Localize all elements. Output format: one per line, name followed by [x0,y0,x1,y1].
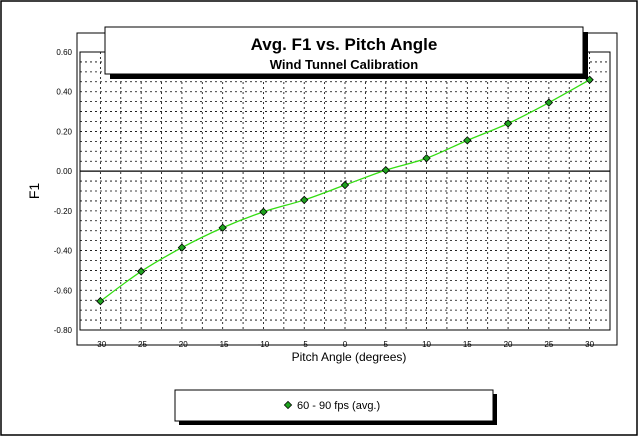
x-tick-label: -10 [258,340,270,349]
data-point-marker [136,267,146,276]
legend-entries: 60 - 90 fps (avg.) [283,400,380,412]
data-point-marker [463,136,472,145]
chart-subtitle: Wind Tunnel Calibration [270,57,418,72]
y-tick-labels: -0.80 -0.60 -0.40 -0.20 0.00 0.20 0.40 0.60 [54,48,73,335]
x-tick-label: -20 [176,340,188,349]
x-tick-label: 15 [463,340,472,349]
y-axis-label: F1 [26,183,42,200]
data-point-marker [259,207,268,217]
title-box: Avg. F1 vs. Pitch Angle Wind Tunnel Cali… [104,26,588,79]
y-tick-label: 0.40 [56,88,72,97]
y-tick-label: 0.60 [56,48,72,57]
grid [80,52,610,330]
x-tick-label: 5 [384,340,389,349]
data-point-marker [422,154,431,163]
chart-title: Avg. F1 vs. Pitch Angle [251,35,438,54]
x-tick-label: 20 [504,340,513,349]
data-point-marker [381,165,390,175]
x-axis-label: Pitch Angle (degrees) [292,350,407,364]
y-tick-label: -0.20 [54,207,73,216]
y-tick-label: 0.00 [56,167,72,176]
x-tick-label: -30 [95,340,107,349]
x-tick-label: 25 [544,340,553,349]
x-tick-label: 10 [422,340,431,349]
data-point-marker [218,223,227,232]
x-tick-label: -25 [135,340,147,349]
data-point-marker [177,243,187,252]
y-tick-label: -0.80 [54,326,73,335]
data-point-marker [340,180,350,190]
legend-marker [283,400,293,410]
x-tick-label: 0 [343,340,348,349]
legend: 60 - 90 fps (avg.) [174,389,497,425]
y-tick-label: 0.20 [56,127,72,136]
data-point-marker [544,98,554,107]
data-point-marker [503,119,513,128]
y-tick-label: -0.40 [54,247,73,256]
x-tick-label: -15 [217,340,229,349]
x-tick-label: -5 [301,340,309,349]
y-tick-label: -0.60 [54,286,73,295]
legend-label: 60 - 90 fps (avg.) [297,400,380,412]
data-point-marker [300,195,309,205]
data-point-marker [96,297,105,306]
x-tick-labels: -30 -25 -20 -15 -10 -5 0 5 10 15 20 25 30 [95,340,595,349]
x-tick-label: 30 [585,340,594,349]
